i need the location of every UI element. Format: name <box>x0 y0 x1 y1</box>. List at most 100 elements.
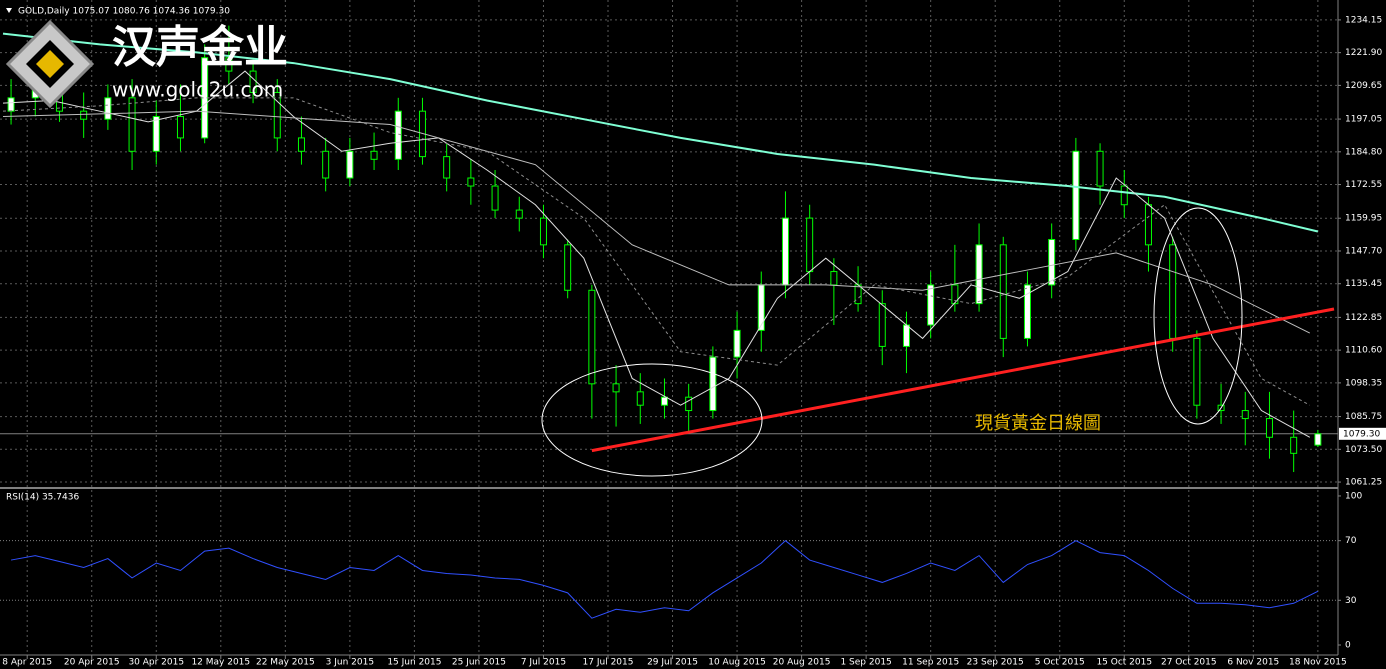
y-tick-label: 1197.05 <box>1345 115 1382 125</box>
candle-body <box>733 329 741 358</box>
moving-average <box>2 32 1319 233</box>
x-tick-label: 12 May 2015 <box>191 658 250 668</box>
x-tick-label: 10 Aug 2015 <box>708 658 766 668</box>
x-tick-label: 15 Jun 2015 <box>387 658 441 668</box>
candle-body <box>636 391 644 406</box>
y-tick-label: 70 <box>1345 536 1357 546</box>
candle-body <box>273 91 281 139</box>
logo-name: 汉声金业 <box>112 22 288 73</box>
x-tick-label: 29 Jul 2015 <box>647 658 698 668</box>
y-tick-label: 1159.95 <box>1345 214 1382 224</box>
candle-body <box>443 156 451 179</box>
candle-body <box>1265 418 1273 438</box>
x-tick-label: 22 May 2015 <box>256 658 315 668</box>
candle-body <box>1023 284 1031 339</box>
moving-average <box>2 97 1311 406</box>
x-tick-label: 20 Apr 2015 <box>64 658 120 668</box>
candle-body <box>297 137 305 152</box>
y-tick-label: 1110.60 <box>1345 346 1382 356</box>
current-price-box <box>1339 427 1386 440</box>
candle-body <box>685 396 693 412</box>
y-tick-label: 1098.35 <box>1345 378 1382 388</box>
x-tick-label: 18 Nov 2015 <box>1289 658 1347 668</box>
x-tick-label: 17 Jul 2015 <box>583 658 634 668</box>
candle-body <box>806 217 814 273</box>
logo-icon <box>36 50 64 78</box>
y-tick-label: 1172.55 <box>1345 180 1382 190</box>
grid-layer <box>0 0 1338 655</box>
candle-body <box>781 217 789 286</box>
x-tick-label: 8 Apr 2015 <box>2 658 52 668</box>
x-tick-label: 23 Sep 2015 <box>967 658 1024 668</box>
candle-body <box>975 244 983 305</box>
candle-body <box>1193 337 1201 406</box>
candle-body <box>1120 185 1128 206</box>
candle-body <box>394 110 402 160</box>
candle-body <box>467 177 475 187</box>
x-tick-label: 1 Sep 2015 <box>840 658 891 668</box>
x-tick-label: 25 Jun 2015 <box>452 658 506 668</box>
highlight-ellipse <box>541 363 763 477</box>
candle-body <box>564 244 572 291</box>
menu-arrow[interactable] <box>6 8 12 13</box>
logo-url: www.gold2u.com <box>112 78 283 102</box>
panel-separator <box>0 487 1338 489</box>
y-tick-label: 0 <box>1345 641 1351 651</box>
candle-body <box>1072 150 1080 240</box>
candle-body <box>322 150 330 179</box>
x-tick-label: 20 Aug 2015 <box>773 658 831 668</box>
candle-body <box>757 284 765 331</box>
candle-body <box>491 185 499 211</box>
y-tick-label: 1085.75 <box>1345 412 1382 422</box>
candle-body <box>1048 238 1056 286</box>
logo: 汉声金业 www.gold2u.com <box>5 19 288 109</box>
candle-body <box>7 97 15 112</box>
y-tick-label: 1221.90 <box>1345 48 1382 58</box>
y-tick-label: 1122.85 <box>1345 313 1382 323</box>
candle-body <box>176 116 184 139</box>
candle-body <box>225 57 233 72</box>
y-tick-label: 1209.65 <box>1345 81 1382 91</box>
chart-title: GOLD,Daily 1075.07 1080.76 1074.36 1079.… <box>18 7 230 17</box>
candle-body <box>854 284 862 305</box>
rsi-line <box>10 540 1319 619</box>
y-tick-label: 1061.25 <box>1345 478 1382 488</box>
x-tick-label: 15 Oct 2015 <box>1096 658 1152 668</box>
candle-body <box>660 396 668 406</box>
annotation: 現貨黃金日線圖 <box>975 413 1101 434</box>
x-tick-label: 5 Oct 2015 <box>1035 658 1085 668</box>
candle-body <box>539 217 547 246</box>
y-tick-label: 1073.50 <box>1345 445 1382 455</box>
candle-body <box>1169 244 1177 339</box>
candle-body <box>927 284 935 326</box>
candle-body <box>951 284 959 305</box>
candle-body <box>1314 433 1322 446</box>
y-tick-label: 1147.70 <box>1345 246 1382 256</box>
x-tick-label: 27 Oct 2015 <box>1161 658 1217 668</box>
x-tick-label: 3 Jun 2015 <box>326 658 374 668</box>
candle-body <box>1290 436 1298 454</box>
candle-body <box>346 150 354 179</box>
moving-average <box>2 110 1311 334</box>
candle-body <box>1241 410 1249 420</box>
candle-body <box>128 97 136 152</box>
candle-body <box>515 209 523 219</box>
trendline <box>591 307 1335 453</box>
x-tick-label: 7 Jul 2015 <box>521 658 566 668</box>
candle-body <box>902 324 910 347</box>
candle-body <box>152 116 160 152</box>
candle-body <box>878 303 886 347</box>
candle-body <box>1144 204 1152 246</box>
candle-body <box>588 289 596 385</box>
y-tick-label: 100 <box>1345 491 1362 501</box>
candle-body <box>80 110 88 120</box>
x-tick-label: 30 Apr 2015 <box>128 658 184 668</box>
rsi-title: RSI(14) 35.7436 <box>6 493 79 503</box>
candle-body <box>370 150 378 160</box>
y-tick-label: 30 <box>1345 596 1357 606</box>
highlight-ellipse <box>1153 207 1243 425</box>
x-tick-label: 11 Sep 2015 <box>902 658 959 668</box>
moving-average <box>2 70 1311 438</box>
current-price-label: 1079.30 <box>1343 429 1380 439</box>
